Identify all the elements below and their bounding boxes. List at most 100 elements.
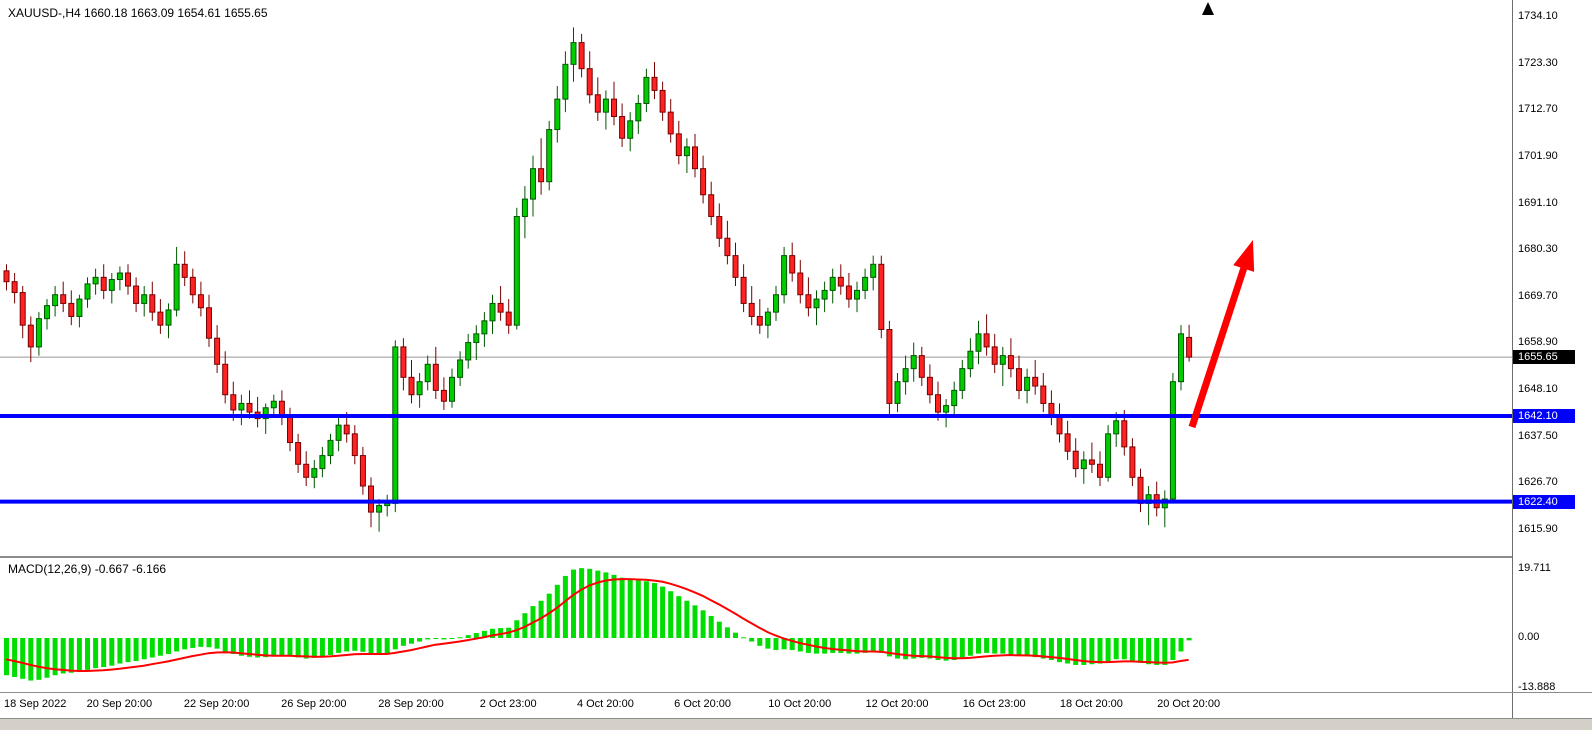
candle-body xyxy=(392,346,399,504)
candle-body xyxy=(1121,420,1128,448)
macd-histogram-bar xyxy=(1178,637,1184,652)
candle-body xyxy=(611,98,617,118)
candle-body xyxy=(878,263,885,331)
macd-indicator-label: MACD(12,26,9) -0.667 -6.166 xyxy=(8,562,166,576)
candle-body xyxy=(627,120,634,139)
macd-histogram-bar xyxy=(85,637,90,670)
price-tick-label: 1734.10 xyxy=(1518,9,1558,22)
price-tick-label: 1701.90 xyxy=(1518,149,1558,162)
macd-histogram-bar xyxy=(255,637,261,658)
macd-histogram-bar xyxy=(1024,637,1030,657)
macd-histogram-bar xyxy=(757,637,763,646)
level-price-badge: 1642.10 xyxy=(1513,409,1575,424)
macd-histogram-bar xyxy=(741,637,747,639)
macd-histogram-bar xyxy=(344,637,350,652)
price-tick-label: 1691.10 xyxy=(1518,196,1558,209)
macd-histogram-bar xyxy=(1121,637,1127,660)
macd-histogram-bar xyxy=(52,637,58,676)
time-tick-label: 2 Oct 23:00 xyxy=(479,698,537,710)
macd-histogram-bar xyxy=(554,584,560,638)
macd-histogram-bar xyxy=(319,637,325,657)
macd-histogram-bar xyxy=(12,637,18,678)
candle-body xyxy=(1032,376,1039,387)
candle-body xyxy=(1137,476,1144,504)
candle-body xyxy=(230,394,237,411)
macd-histogram-bar xyxy=(878,637,884,653)
candle-body xyxy=(222,363,229,396)
macd-histogram-bar xyxy=(797,637,803,652)
candle-body xyxy=(570,42,577,65)
macd-histogram-bar xyxy=(895,637,900,659)
candle-body xyxy=(368,485,374,513)
current-price-badge: 1655.65 xyxy=(1513,350,1575,365)
chart-marker-icon xyxy=(1202,2,1214,15)
macd-histogram-bar xyxy=(984,637,990,653)
macd-histogram-bar xyxy=(789,637,795,651)
price-chart-pane[interactable]: XAUUSD-,H4 1660.18 1663.09 1654.61 1655.… xyxy=(0,0,1512,556)
candle-body xyxy=(424,363,431,383)
macd-histogram-bar xyxy=(562,575,568,638)
macd-histogram-bar xyxy=(676,596,682,638)
candle-body xyxy=(165,309,172,326)
macd-histogram-bar xyxy=(862,637,868,653)
macd-histogram-bar xyxy=(409,637,414,644)
candle-body xyxy=(11,281,18,294)
macd-histogram-bar xyxy=(976,637,981,654)
macd-histogram-bar xyxy=(101,637,107,668)
macd-histogram-bar xyxy=(724,627,730,638)
macd-histogram-bar xyxy=(174,637,180,652)
candle-body xyxy=(894,381,901,404)
macd-name: MACD(12,26,9) xyxy=(8,562,92,576)
candle-body xyxy=(692,146,698,170)
macd-chart xyxy=(4,568,1192,681)
candle-body xyxy=(708,194,715,217)
macd-histogram-bar xyxy=(1000,637,1006,654)
candle-body xyxy=(829,276,836,291)
candle-body xyxy=(1186,336,1193,358)
trend-arrow-head[interactable] xyxy=(1233,240,1255,272)
macd-histogram-bar xyxy=(1065,637,1071,664)
macd-histogram-bar xyxy=(967,637,973,656)
candle-body xyxy=(481,320,488,335)
macd-histogram-bar xyxy=(1016,637,1022,656)
macd-indicator-pane[interactable]: MACD(12,26,9) -0.667 -6.166 xyxy=(0,558,1512,692)
time-tick-label: 4 Oct 20:00 xyxy=(576,698,634,710)
candle-body xyxy=(967,350,974,370)
macd-histogram-bar xyxy=(1186,637,1192,641)
candle-body xyxy=(1040,385,1047,404)
macd-histogram-bar xyxy=(93,637,99,669)
candle-body xyxy=(562,63,569,100)
candle-body xyxy=(19,292,26,326)
macd-histogram-bar xyxy=(473,633,479,638)
time-tick-label: 18 Sep 2022 xyxy=(4,698,67,710)
macd-histogram-bar xyxy=(692,605,698,638)
candle-body xyxy=(975,333,982,352)
trend-arrow-line[interactable] xyxy=(1188,261,1249,429)
macd-histogram-bar xyxy=(392,637,398,650)
candle-body xyxy=(805,294,812,309)
candle-body xyxy=(659,89,666,113)
macd-histogram-bar xyxy=(490,628,495,638)
macd-histogram-bar xyxy=(927,637,933,659)
time-tick-label: 18 Oct 20:00 xyxy=(1059,698,1123,710)
price-tick-label: 1669.70 xyxy=(1518,289,1558,302)
pane-splitter[interactable] xyxy=(0,556,1592,558)
candle-body xyxy=(489,302,496,322)
macd-histogram-bar xyxy=(425,637,431,640)
candle-body xyxy=(335,424,342,441)
candle-body xyxy=(732,255,739,278)
candle-body xyxy=(473,333,480,344)
macd-histogram-bar xyxy=(579,568,585,638)
macd-histogram-bar xyxy=(28,637,34,681)
candle-body xyxy=(189,276,196,296)
candle-body xyxy=(1016,368,1022,391)
macd-histogram-bar xyxy=(157,637,163,656)
candle-body xyxy=(3,270,10,283)
price-tick-label: 1680.30 xyxy=(1518,243,1558,256)
candle-body xyxy=(748,302,755,317)
macd-histogram-bar xyxy=(36,637,42,680)
price-scale-axis[interactable]: 1734.10 1723.30 1712.70 1701.90 1691.10 1680.… xyxy=(1512,0,1592,718)
time-axis[interactable]: 18 Sep 2022 20 Sep 20:00 22 Sep 20:00 26 Se… xyxy=(0,693,1512,718)
macd-histogram-bar xyxy=(222,637,228,652)
macd-histogram-bar xyxy=(903,637,909,660)
